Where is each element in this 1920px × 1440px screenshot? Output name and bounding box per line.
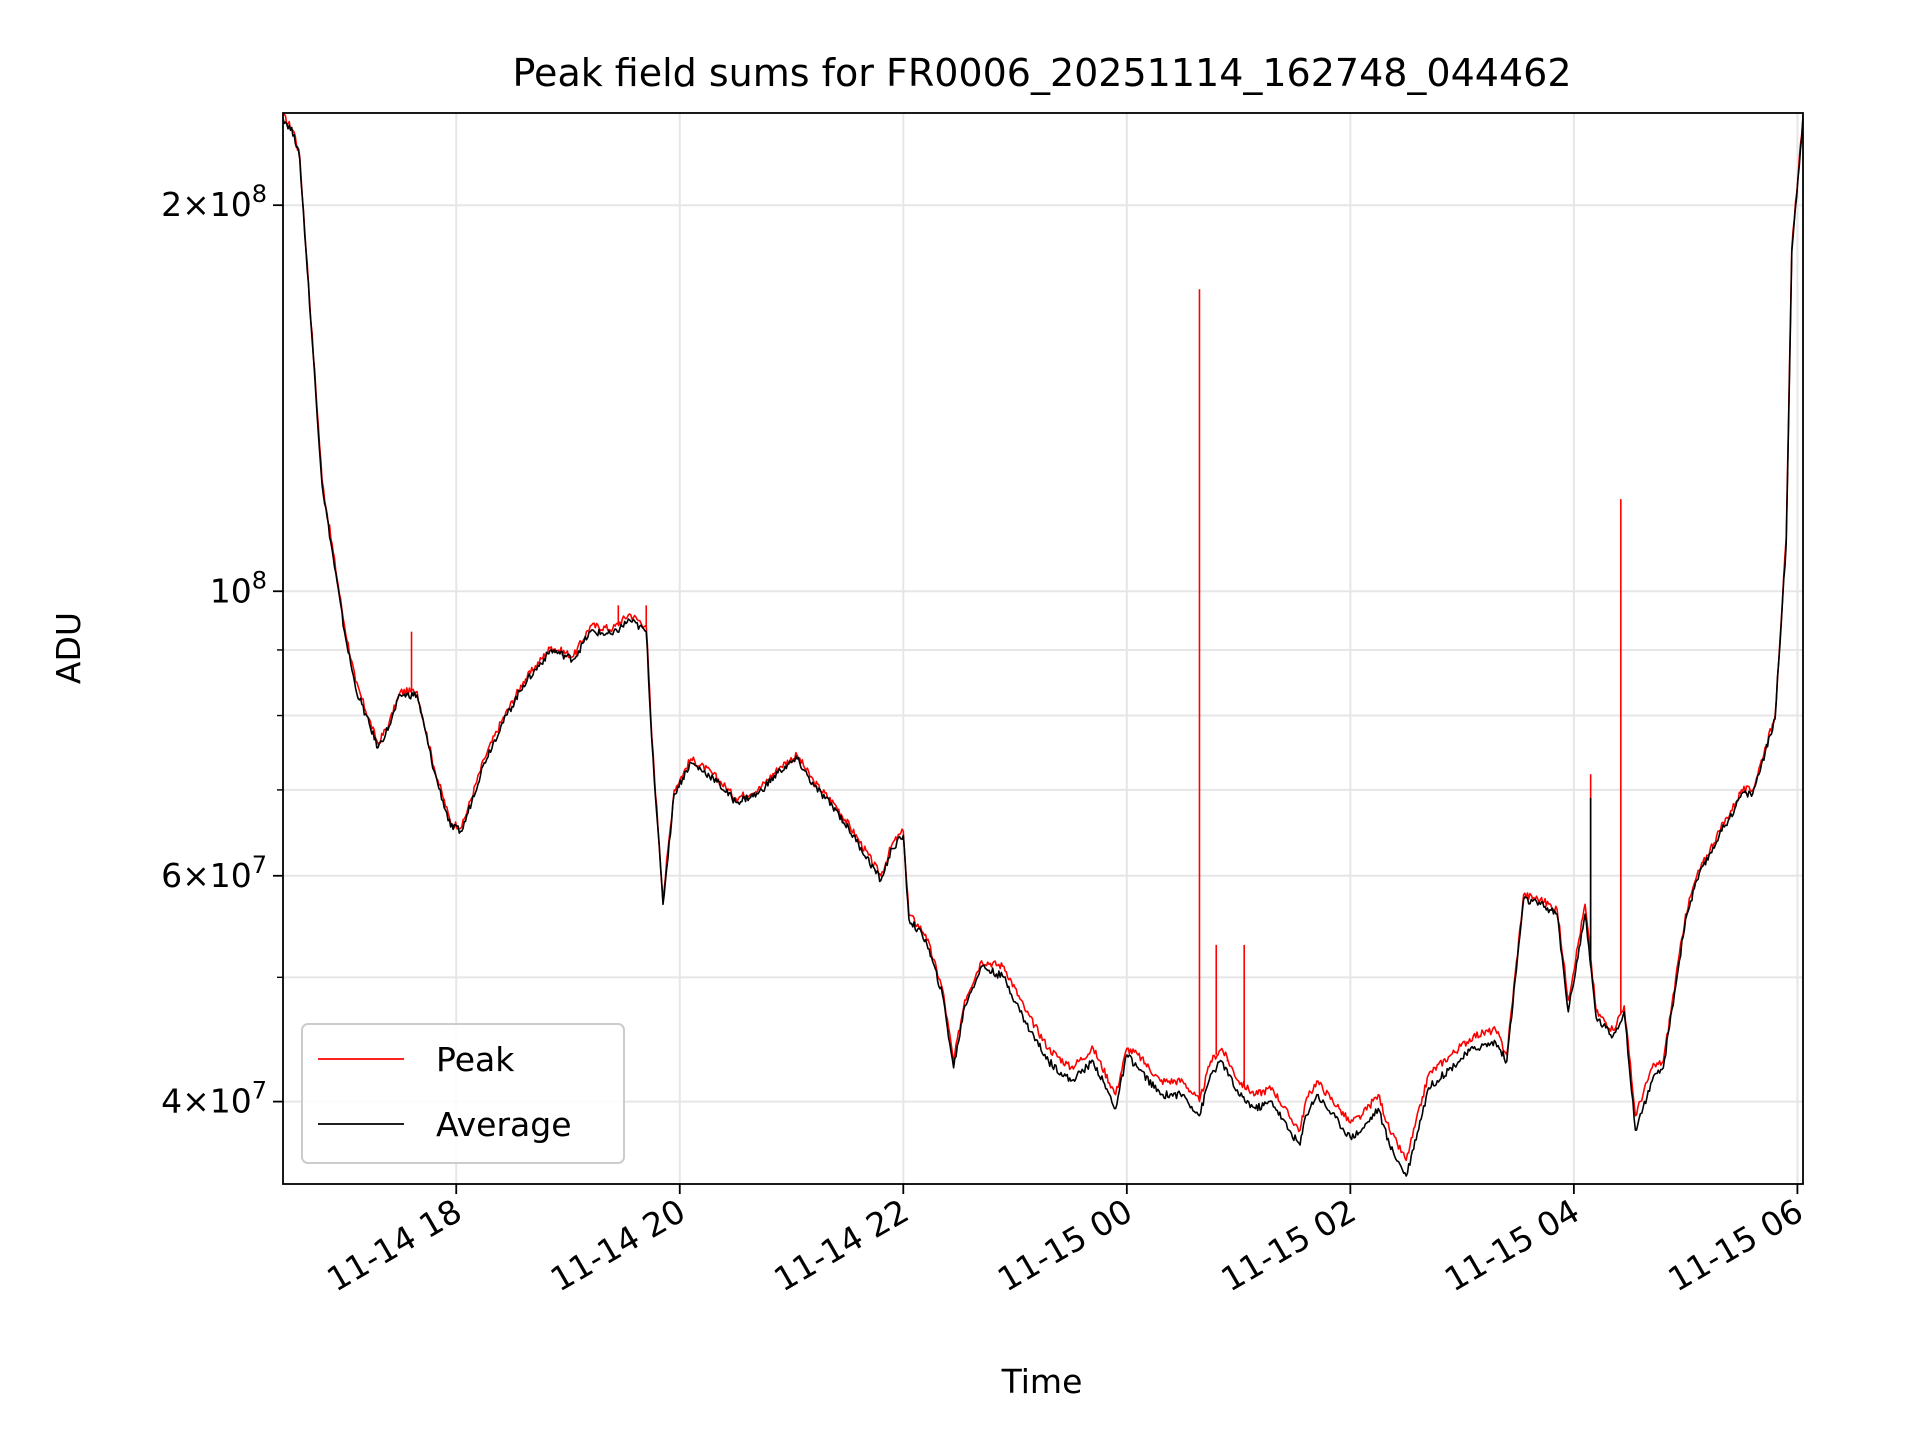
series-layer bbox=[283, 113, 1803, 1177]
y-tick-exponent: 8 bbox=[252, 566, 267, 594]
plot-background bbox=[283, 113, 1803, 1184]
y-tick-label: 4×107 bbox=[161, 1077, 267, 1121]
y-tick-exponent: 7 bbox=[252, 851, 267, 879]
plot-area bbox=[282, 112, 1804, 1185]
legend: Peak Average bbox=[301, 1023, 625, 1164]
y-tick-multiply: ×10 bbox=[182, 856, 252, 895]
y-tick-mantissa: 6 bbox=[161, 856, 182, 895]
y-tick-multiply: 10 bbox=[210, 571, 252, 610]
legend-label-peak: Peak bbox=[436, 1040, 515, 1079]
y-tick-multiply: ×10 bbox=[182, 185, 252, 224]
y-tick-exponent: 8 bbox=[252, 180, 267, 208]
y-axis-label: ADU bbox=[49, 612, 88, 684]
plot-frame bbox=[282, 112, 1804, 1185]
y-tick-label: 108 bbox=[210, 566, 267, 610]
x-axis-label: Time bbox=[1001, 1362, 1083, 1401]
grid bbox=[283, 113, 1803, 1184]
y-tick-multiply: ×10 bbox=[182, 1082, 252, 1121]
y-tick-label: 6×107 bbox=[161, 851, 267, 895]
chart-title: Peak field sums for FR0006_20251114_1627… bbox=[513, 51, 1572, 95]
legend-label-average: Average bbox=[436, 1105, 572, 1144]
y-tick-label: 2×108 bbox=[161, 180, 267, 224]
series-line-average bbox=[283, 117, 1803, 1177]
y-tick-mantissa: 2 bbox=[161, 185, 182, 224]
y-tick-mantissa: 4 bbox=[161, 1082, 182, 1121]
y-tick-exponent: 7 bbox=[252, 1077, 267, 1105]
